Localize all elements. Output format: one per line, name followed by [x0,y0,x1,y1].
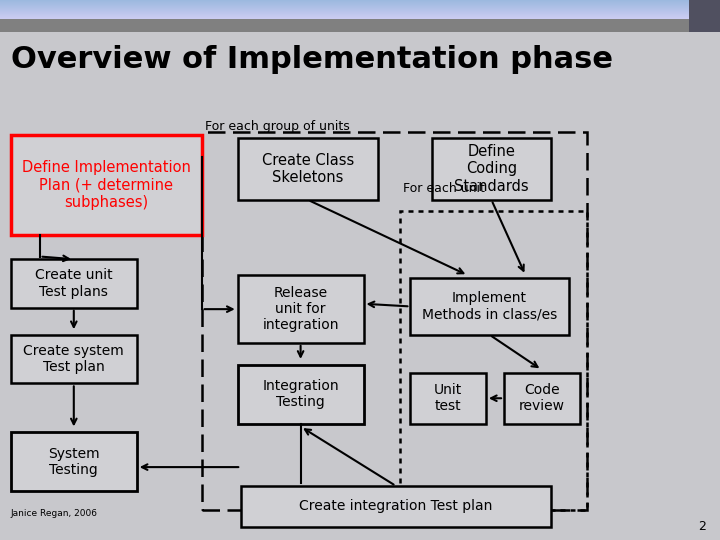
Bar [241,486,551,526]
Bar [689,0,720,32]
Text: Create Class
Skeletons: Create Class Skeletons [261,152,354,185]
Text: Unit
test: Unit test [434,383,462,413]
Bar [11,259,137,308]
Bar [504,373,580,424]
Bar [202,132,587,510]
Text: For each unit: For each unit [403,183,485,195]
Bar [238,275,364,343]
Bar [11,335,137,383]
Text: For each group of units: For each group of units [205,120,350,133]
Bar [410,373,486,424]
Text: Code
review: Code review [519,383,564,413]
Text: Create system
Test plan: Create system Test plan [24,344,124,374]
Text: 2: 2 [698,520,706,533]
Bar [410,278,569,335]
Text: Janice Regan, 2006: Janice Regan, 2006 [11,509,98,517]
Bar [11,135,202,235]
Text: Implement
Methods in class/es: Implement Methods in class/es [422,292,557,321]
Bar [0,19,720,32]
Text: Integration
Testing: Integration Testing [262,379,339,409]
Text: Define Implementation
Plan (+ determine
subphases): Define Implementation Plan (+ determine … [22,160,191,210]
Text: System
Testing: System Testing [48,447,99,477]
Bar [400,211,587,510]
Text: Create unit
Test plans: Create unit Test plans [35,268,112,299]
Text: Release
unit for
integration: Release unit for integration [262,286,339,332]
Bar [238,138,378,200]
Text: Create integration Test plan: Create integration Test plan [300,500,492,513]
Bar [11,432,137,491]
Text: Overview of Implementation phase: Overview of Implementation phase [11,45,613,74]
Text: Define
Coding
Standards: Define Coding Standards [454,144,528,194]
Bar [238,364,364,424]
Bar [432,138,551,200]
